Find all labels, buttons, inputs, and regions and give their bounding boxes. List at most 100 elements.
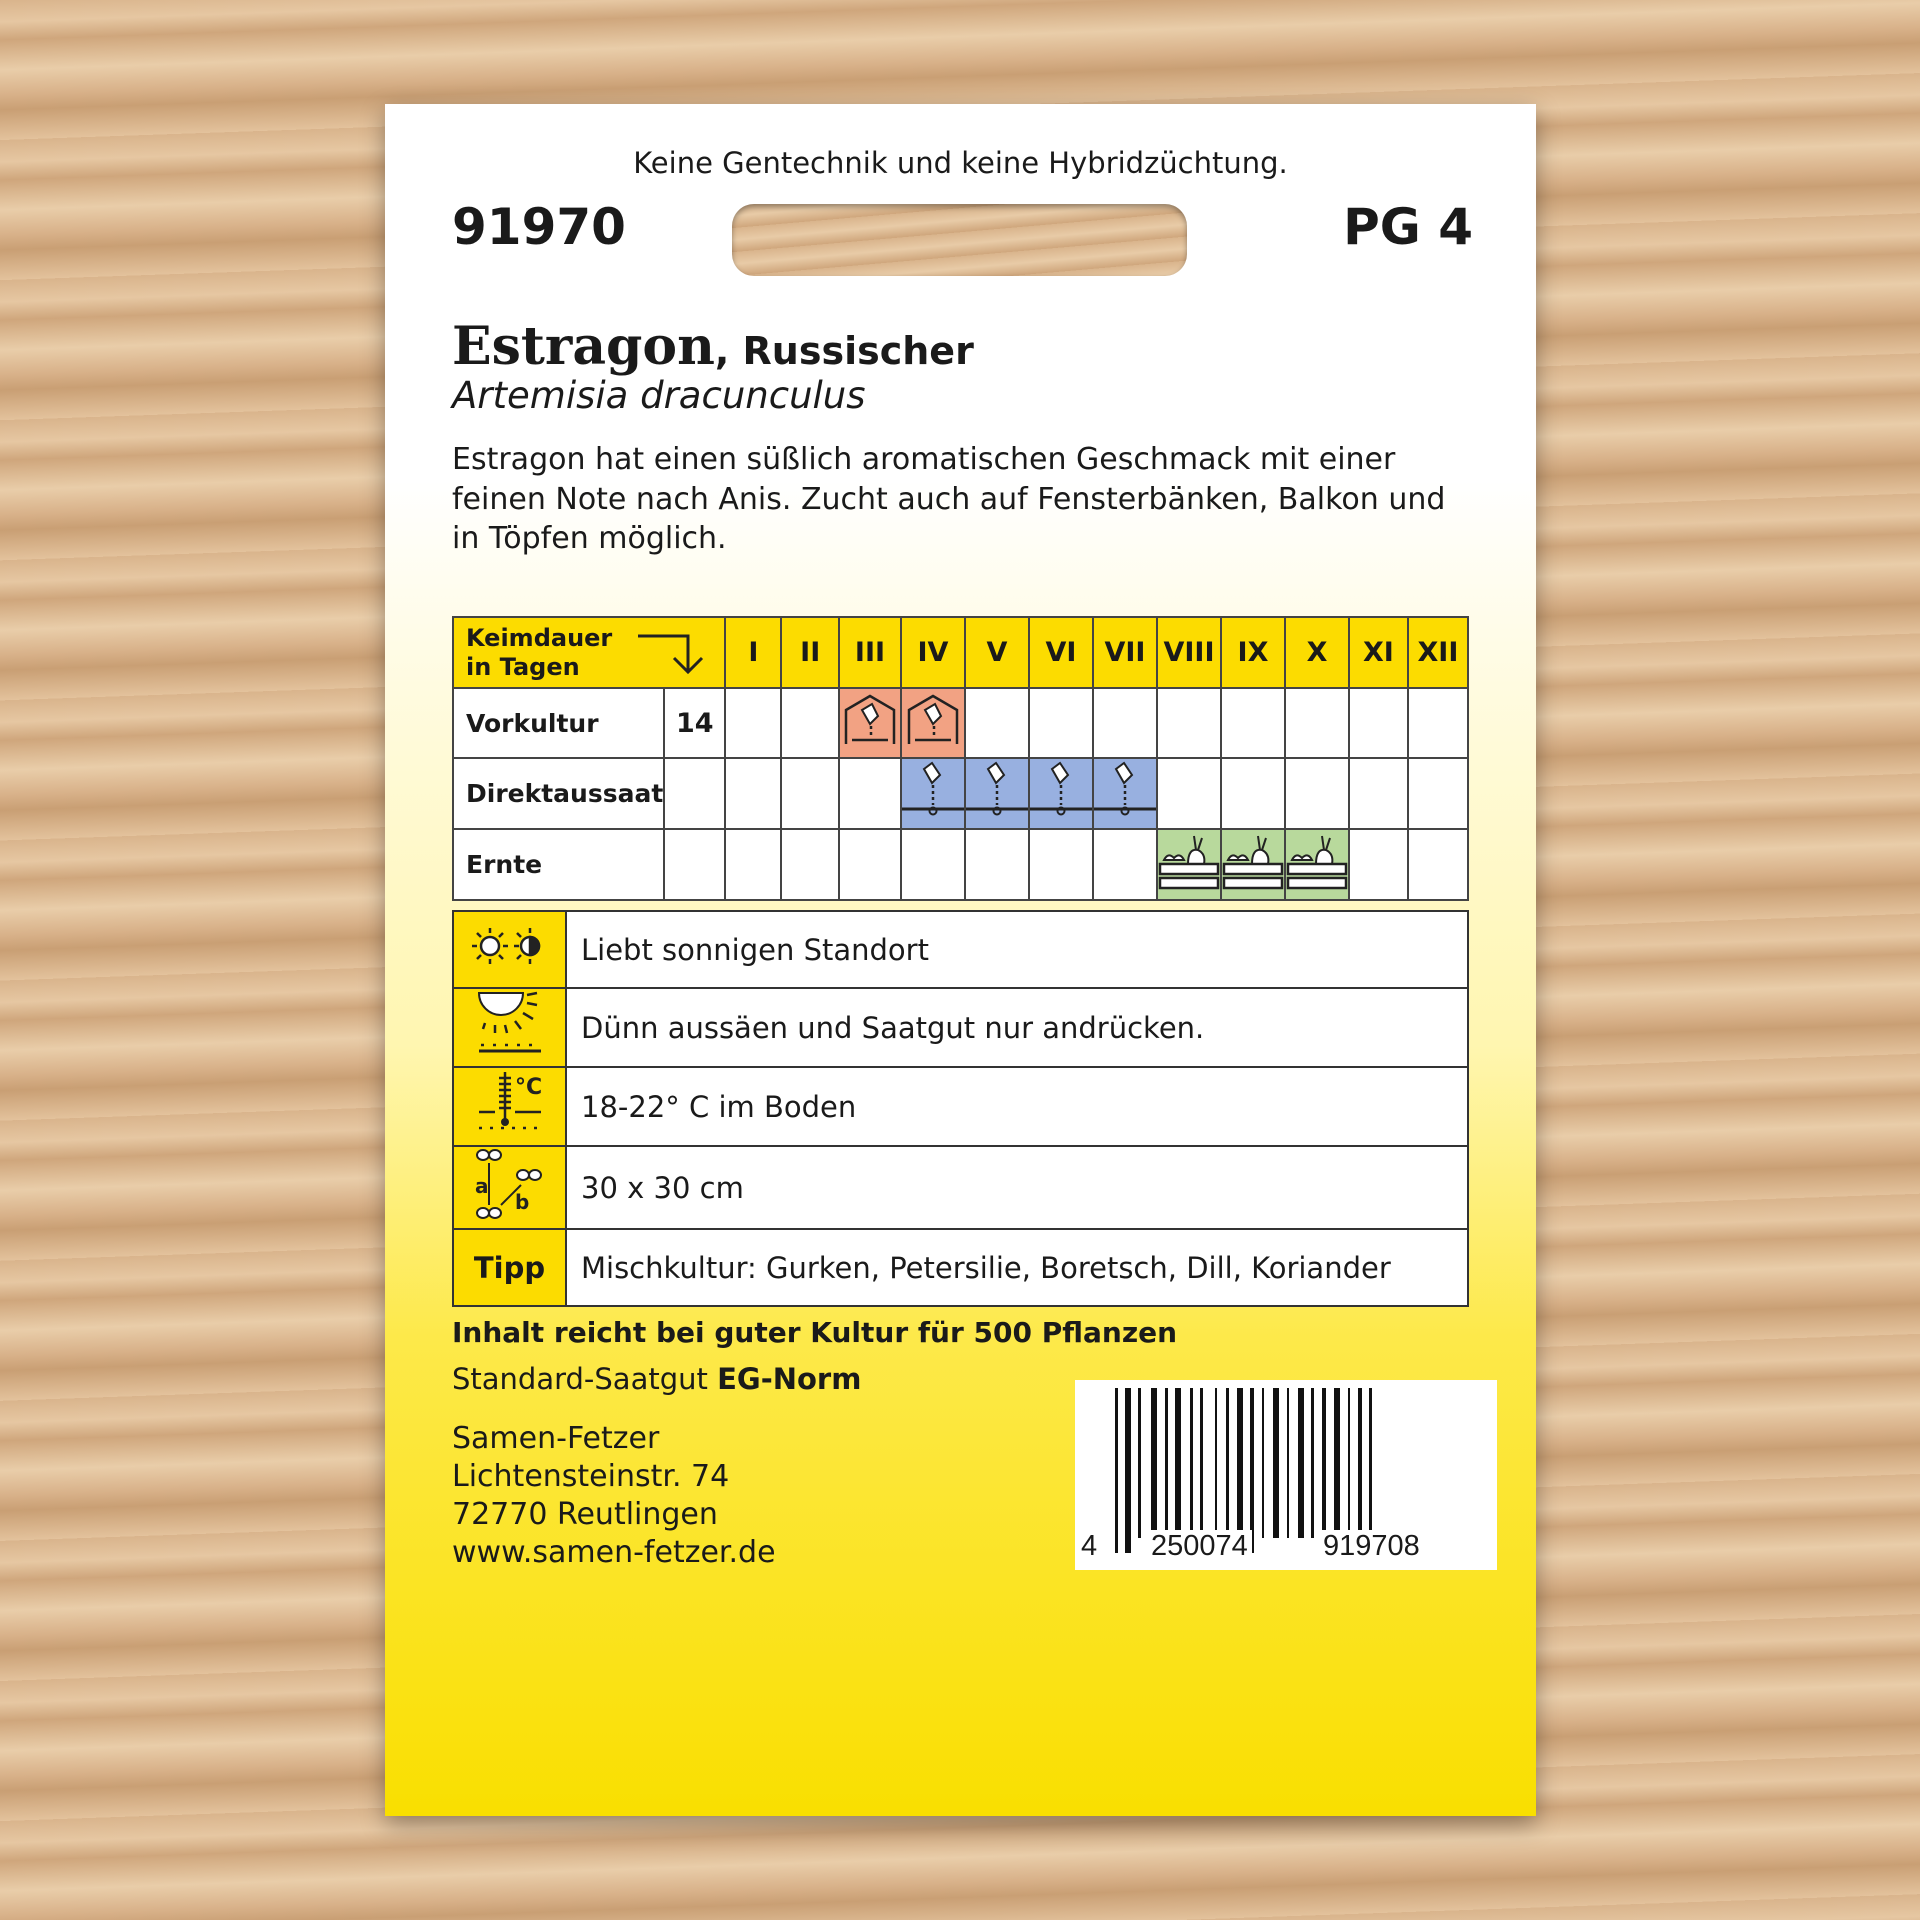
description-line: in Töpfen möglich.	[452, 521, 727, 556]
calendar-cell	[780, 757, 840, 830]
hang-slot	[732, 204, 1187, 276]
month-6: VI	[1027, 616, 1094, 689]
barcode-bar	[1322, 1388, 1327, 1538]
barcode-bar	[1358, 1388, 1362, 1538]
info-table: Liebt sonnigen Standort Dünn aussäen und …	[452, 910, 1469, 1307]
website-link[interactable]: www.samen-fetzer.de	[452, 1535, 776, 1570]
calendar-cell	[1091, 757, 1158, 830]
barcode-bar	[1164, 1388, 1168, 1538]
calendar-cell	[1091, 828, 1158, 901]
product-variety: , Russischer	[714, 329, 974, 373]
address: Samen-Fetzer Lichtensteinstr. 74 72770 R…	[452, 1420, 776, 1572]
gmo-notice: Keine Gentechnik und keine Hybridzüchtun…	[633, 146, 1288, 180]
barcode-bar	[1237, 1388, 1243, 1538]
calendar-cell	[1027, 687, 1094, 759]
calendar-row-direktaussaat: Direktaussaat	[451, 757, 1470, 830]
barcode-digits-left: 250074	[1147, 1530, 1252, 1563]
svg-text:a: a	[475, 1174, 489, 1198]
city: 72770 Reutlingen	[452, 1497, 718, 1532]
month-2: II	[780, 616, 840, 689]
barcode-bar	[1369, 1388, 1373, 1553]
info-row: Tipp Mischkultur: Gurken, Petersilie, Bor…	[452, 1228, 1469, 1307]
calendar-cell	[963, 757, 1030, 830]
direct-sowing-icon	[1029, 761, 1092, 828]
barcode-bar	[1190, 1388, 1194, 1538]
barcode-bar	[1298, 1388, 1304, 1538]
info-row: a b 30 x 30 cm	[452, 1145, 1469, 1230]
direct-sowing-icon	[1093, 761, 1156, 828]
calendar-cell	[1155, 828, 1222, 901]
barcode-bar	[1200, 1388, 1204, 1538]
direct-sowing-icon	[965, 761, 1028, 828]
sun-halfshade-icon	[470, 928, 550, 973]
calendar-cell	[963, 828, 1030, 901]
info-text: Mischkultur: Gurken, Petersilie, Boretsc…	[565, 1228, 1469, 1307]
calendar-cell	[1347, 757, 1409, 830]
row-label: Ernte	[451, 828, 666, 901]
direct-sowing-icon	[901, 761, 964, 828]
calendar-cell	[1027, 828, 1094, 901]
calendar-cell	[1347, 828, 1409, 901]
svg-text:b: b	[515, 1190, 529, 1214]
standard-norm: EG-Norm	[717, 1362, 862, 1396]
content-note: Inhalt reicht bei guter Kultur für 500 P…	[452, 1316, 1178, 1349]
calendar-cell	[724, 828, 783, 901]
standard-label: Standard-Saatgut	[452, 1362, 718, 1396]
month-7: VII	[1091, 616, 1158, 689]
greenhouse-seed-icon	[905, 694, 961, 755]
month-5: V	[963, 616, 1030, 689]
calendar-cell	[1091, 687, 1158, 759]
calendar-cell	[780, 687, 840, 759]
info-icon-cell: Tipp	[452, 1228, 567, 1307]
calendar-cell	[724, 757, 783, 830]
calendar-cell	[1155, 757, 1222, 830]
barcode-bar	[1311, 1388, 1315, 1538]
barcode-bar	[1262, 1388, 1265, 1538]
calendar-cell	[1406, 757, 1470, 830]
info-row: Dünn aussäen und Saatgut nur andrücken.	[452, 987, 1469, 1068]
info-text: 18-22° C im Boden	[565, 1066, 1469, 1147]
germination-days	[663, 828, 727, 901]
barcode-bar	[1138, 1388, 1142, 1538]
calendar-cell	[1347, 687, 1409, 759]
row-label: Vorkultur	[451, 687, 666, 759]
calendar-cell	[837, 828, 902, 901]
calendar-cell	[899, 828, 966, 901]
month-4: IV	[899, 616, 966, 689]
info-icon-cell	[452, 910, 567, 989]
calendar-cell	[837, 757, 902, 830]
harvest-crate-icon	[1222, 835, 1284, 899]
info-text: 30 x 30 cm	[565, 1145, 1469, 1230]
barcode-bar	[1333, 1388, 1340, 1538]
calendar-cell	[780, 828, 840, 901]
calendar-cell	[1283, 687, 1350, 759]
barcode-bar	[1125, 1388, 1132, 1553]
info-icon-cell	[452, 987, 567, 1068]
info-icon-cell: °C	[452, 1066, 567, 1147]
month-1: I	[724, 616, 783, 689]
info-row: °C 18-22° C im Boden	[452, 1066, 1469, 1147]
calendar-cell	[899, 687, 966, 759]
product-name: Estragon	[452, 316, 715, 377]
calendar-cell	[1283, 828, 1350, 901]
barcode-bar	[1272, 1388, 1279, 1538]
soil-thermometer-icon: °C	[475, 1072, 545, 1145]
barcode-bar	[1175, 1388, 1181, 1538]
germination-days: 14	[663, 687, 727, 759]
calendar-cell	[1027, 757, 1094, 830]
harvest-crate-icon	[1158, 835, 1220, 899]
month-12: XII	[1406, 616, 1470, 689]
barcode: 4 250074 919708	[1075, 1380, 1497, 1570]
row-label: Direktaussaat	[451, 757, 666, 830]
price-group: PG 4	[1343, 198, 1473, 256]
calendar-cell	[1283, 757, 1350, 830]
arrow-down-right-icon	[638, 634, 704, 675]
article-number: 91970	[452, 198, 626, 256]
barcode-digits-right: 919708	[1319, 1530, 1424, 1563]
calendar-cell	[1406, 687, 1470, 759]
calendar-row-vorkultur: Vorkultur 14	[451, 687, 1470, 759]
barcode-bar	[1225, 1388, 1229, 1538]
calendar-cell	[1155, 687, 1222, 759]
month-8: VIII	[1155, 616, 1222, 689]
